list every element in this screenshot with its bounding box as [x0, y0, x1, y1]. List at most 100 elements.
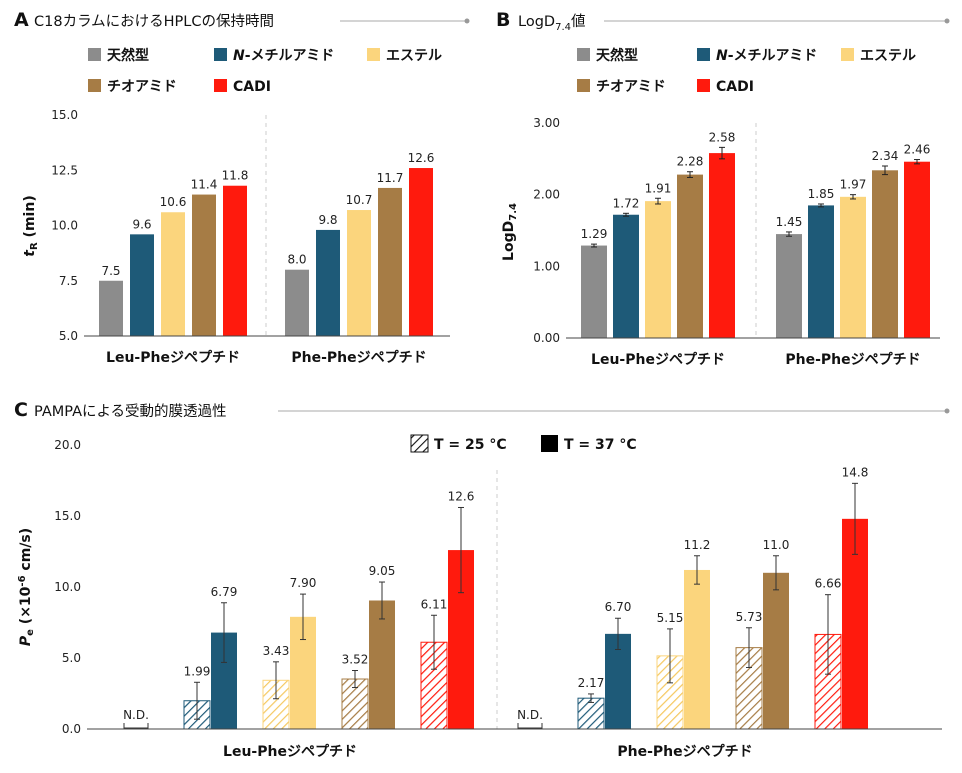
legend-b-cadi-label: CADI [716, 79, 754, 95]
a-ytick-label: 7.5 [59, 274, 78, 288]
c-bar-t25-nmethyl-1 [577, 697, 605, 730]
legend-b-thioamide-label: チオアミド [596, 79, 666, 95]
chart-b: LogD7.4 0.00 1.00 2.00 3.00 1.29 1.72 1.91 2.2… [501, 116, 940, 368]
a-bar-natural-1 [285, 269, 309, 336]
chart-b-ylabel: LogD7.4 [501, 203, 519, 261]
c-value-label-t25-ester-1: 5.15 [657, 611, 684, 625]
legend-a-natural-label: 天然型 [107, 47, 149, 64]
legend-a-cadi-swatch [214, 79, 227, 92]
c-value-label-t37-thioamide-0: 9.05 [369, 564, 396, 578]
legend-b-nmethyl-swatch [697, 48, 710, 61]
a-ytick-label: 5.0 [59, 329, 78, 343]
a-bar-thioamide-1 [378, 187, 402, 336]
legend-b-natural-label: 天然型 [596, 47, 638, 64]
panel-a-header: A C18カラムにおけるHPLCの保持時間 [14, 9, 470, 31]
a-value-label-thioamide-0: 11.4 [191, 178, 218, 192]
b-value-label-nmethyl-1: 1.85 [808, 187, 835, 201]
c-bar-t37-thioamide-1 [763, 572, 789, 729]
c-bar-t37-ester-1 [684, 569, 710, 729]
legend-c-t25-label: T = 25 °C [434, 437, 507, 453]
c-value-label-t37-ester-0: 7.90 [290, 576, 317, 590]
b-value-label-ester-1: 1.97 [840, 178, 867, 192]
chart-a-category-leu-phe: Leu-Pheジペプチド [106, 350, 240, 366]
b-bar-nmethyl-1 [808, 205, 834, 338]
legend-c-t25-swatch [410, 434, 429, 453]
chart-a-value-labels: 7.5 9.6 10.6 11.4 11.8 8.0 9.8 10.7 11.7 12.6 [101, 151, 434, 278]
b-bar-cadi-0 [709, 153, 735, 338]
c-ytick-label: 10.0 [54, 580, 81, 594]
legend-a-thioamide-swatch [88, 79, 101, 92]
chart-c-bars [183, 518, 868, 730]
chart-b-value-labels: 1.29 1.72 1.91 2.28 2.58 1.45 1.85 1.97 2.34 2.46 [581, 130, 931, 241]
c-value-label-t37-cadi-1: 14.8 [842, 465, 869, 479]
panel-c-title-dot [944, 408, 950, 414]
c-value-label-t25-thioamide-0: 3.52 [342, 652, 369, 666]
a-bar-cadi-1 [409, 168, 433, 336]
b-ytick-label: 0.00 [533, 331, 560, 345]
b-bar-thioamide-0 [677, 174, 703, 338]
a-bar-nmethyl-1 [316, 229, 340, 336]
b-bar-natural-1 [776, 234, 802, 338]
chart-a: tR (min) 5.0 7.5 10.0 12.5 15.0 7.5 9.6 10.6 11… [22, 108, 450, 366]
legend-a: 天然型 N-メチルアミド エステル チオアミド CADI [88, 47, 442, 95]
a-value-label-nmethyl-0: 9.6 [132, 217, 151, 231]
b-value-label-thioamide-0: 2.28 [677, 155, 704, 169]
legend-a-cadi: CADI [214, 79, 271, 95]
a-ytick-label: 12.5 [51, 163, 78, 177]
legend-a-thioamide: チオアミド [88, 79, 177, 95]
legend-c-t37: T = 37 °C [541, 435, 637, 453]
a-bar-cadi-0 [223, 185, 247, 336]
b-bar-ester-1 [840, 196, 866, 338]
chart-c-value-labels: 1.99 6.79 3.43 7.90 3.52 9.05 6.11 12.6 2.17 6.70… [184, 465, 869, 690]
legend-a-thioamide-label: チオアミド [107, 79, 177, 95]
legend-b-natural-swatch [577, 48, 590, 61]
c-value-label-t25-cadi-0: 6.11 [421, 597, 448, 611]
chart-b-bars [581, 153, 930, 338]
chart-a-ylabel: tR (min) [22, 195, 40, 256]
chart-c: Pe (×10-6 cm/s) 0.0 5.0 10.0 15.0 20.0 1.99 6… [17, 438, 942, 760]
legend-c: T = 25 °C T = 37 °C [410, 434, 637, 453]
panel-c-header: C PAMPAによる受動的膜透過性 [14, 399, 950, 421]
a-bar-ester-0 [161, 212, 185, 336]
legend-b-nmethyl-label: N-メチルアミド [716, 48, 817, 64]
c-nd-label-0: N.D. [123, 708, 149, 722]
b-bar-thioamide-1 [872, 170, 898, 338]
chart-a-bars [99, 168, 433, 336]
chart-b-category-leu-phe: Leu-Pheジペプチド [591, 352, 725, 368]
legend-a-nmethyl: N-メチルアミド [214, 48, 334, 64]
legend-c-t25: T = 25 °C [410, 434, 507, 453]
legend-b-thioamide-swatch [577, 79, 590, 92]
a-value-label-cadi-0: 11.8 [222, 169, 249, 183]
c-value-label-t25-nmethyl-0: 1.99 [184, 664, 211, 678]
legend-b-thioamide: チオアミド [577, 79, 666, 95]
c-bar-t37-thioamide-0 [369, 600, 395, 729]
chart-c-ylabel: Pe (×10-6 cm/s) [17, 528, 36, 646]
legend-b-ester-label: エステル [860, 48, 916, 64]
chart-c-category-phe-phe: Phe-Pheジペプチド [617, 744, 752, 760]
c-nd-label-1: N.D. [517, 708, 543, 722]
a-value-label-nmethyl-1: 9.8 [318, 213, 337, 227]
legend-b-ester-swatch [841, 48, 854, 61]
b-value-label-cadi-0: 2.58 [709, 130, 736, 144]
panel-b-title: LogD7.4値 [518, 13, 585, 33]
b-value-label-natural-0: 1.29 [581, 227, 608, 241]
legend-b-ester: エステル [841, 48, 916, 64]
chart-a-category-phe-phe: Phe-Pheジペプチド [291, 350, 426, 366]
legend-b-cadi: CADI [697, 79, 754, 95]
c-value-label-t25-cadi-1: 6.66 [815, 577, 842, 591]
panel-a-title: C18カラムにおけるHPLCの保持時間 [34, 13, 274, 30]
a-value-label-natural-0: 7.5 [101, 264, 120, 278]
b-value-label-thioamide-1: 2.34 [872, 149, 899, 163]
b-value-label-natural-1: 1.45 [776, 215, 803, 229]
legend-b-nmethyl: N-メチルアミド [697, 48, 817, 64]
panel-b-header: B LogD7.4値 [496, 9, 950, 33]
a-bar-thioamide-0 [192, 194, 216, 336]
legend-c-t37-swatch [541, 435, 558, 452]
c-value-label-t37-thioamide-1: 11.0 [763, 538, 790, 552]
legend-a-cadi-label: CADI [233, 79, 271, 95]
a-bar-ester-1 [347, 210, 371, 336]
c-value-label-t37-nmethyl-0: 6.79 [211, 585, 238, 599]
c-value-label-t37-cadi-0: 12.6 [448, 489, 475, 503]
panel-a-title-dot [464, 18, 470, 24]
